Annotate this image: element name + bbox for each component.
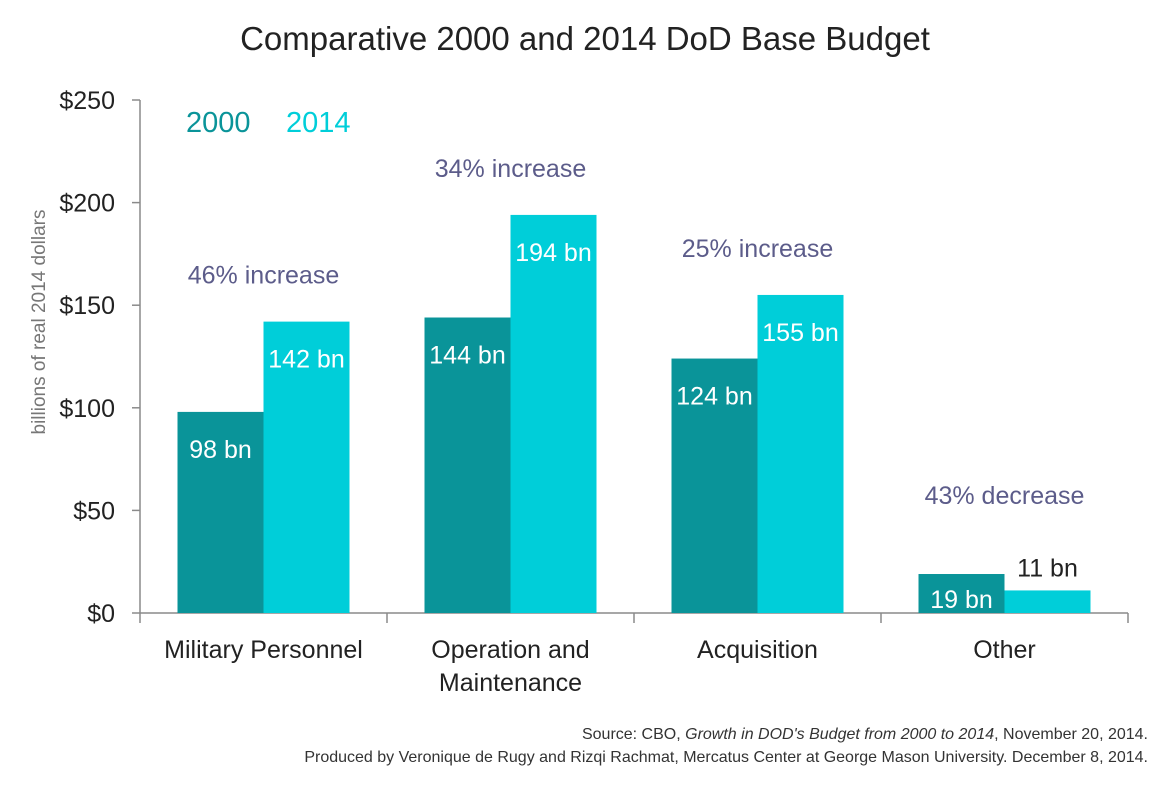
y-tick-label: $150: [59, 292, 115, 320]
y-tick-label: $250: [59, 87, 115, 115]
bar-value-label: 142 bn: [268, 346, 344, 374]
chart-title: Comparative 2000 and 2014 DoD Base Budge…: [240, 20, 930, 57]
x-tick-label-line: Military Personnel: [164, 636, 363, 664]
x-tick-label-line: Other: [973, 636, 1036, 664]
bar-value-label: 19 bn: [930, 586, 993, 614]
bar-2000: [671, 358, 758, 613]
x-tick-label: Military Personnel: [164, 636, 363, 664]
y-tick-label: $50: [73, 497, 115, 525]
legend-item: 2014: [286, 107, 351, 139]
producer-note: Produced by Veronique de Rugy and Rizqi …: [304, 749, 1148, 766]
bar-2000: [424, 317, 511, 613]
y-tick-label: $200: [59, 190, 115, 218]
y-axis-label: billions of real 2014 dollars: [29, 210, 50, 435]
bar-2014: [757, 294, 844, 613]
source-note: Source: CBO, Growth in DOD's Budget from…: [582, 726, 1148, 744]
x-tick-label-line: Operation and: [431, 636, 589, 664]
bar-2014: [1004, 590, 1091, 613]
legend-item: 2000: [186, 107, 251, 139]
source-prefix: Source: CBO,: [581, 726, 686, 743]
bar-value-label: 98 bn: [189, 436, 252, 464]
bar-value-label: 194 bn: [515, 239, 591, 267]
bar-2000: [177, 411, 264, 613]
bar-2014: [510, 214, 597, 614]
x-tick-label: Other: [973, 636, 1036, 664]
annotation: 25% increase: [682, 235, 833, 263]
annotation: 43% decrease: [925, 482, 1085, 510]
bar-value-label: 124 bn: [676, 383, 752, 411]
annotation: 34% increase: [435, 155, 586, 183]
bar-2000: [918, 574, 1005, 613]
source-suffix: , November 20, 2014.: [994, 726, 1148, 743]
y-tick-label: $100: [59, 395, 115, 423]
x-tick-label: Operation and Maintenance: [431, 636, 589, 697]
y-tick-label: $0: [87, 600, 115, 628]
x-tick-label-line: Maintenance: [439, 669, 582, 697]
source-title: Growth in DOD's Budget from 2000 to 2014: [685, 726, 995, 743]
x-tick-label-line: Acquisition: [697, 636, 818, 664]
x-tick-label: Acquisition: [697, 636, 818, 664]
bar-value-label: 11 bn: [1017, 554, 1078, 582]
annotation: 46% increase: [188, 262, 339, 290]
bar-value-label: 155 bn: [762, 319, 838, 347]
bar-value-label: 144 bn: [429, 342, 505, 370]
bar-2014: [263, 321, 350, 613]
